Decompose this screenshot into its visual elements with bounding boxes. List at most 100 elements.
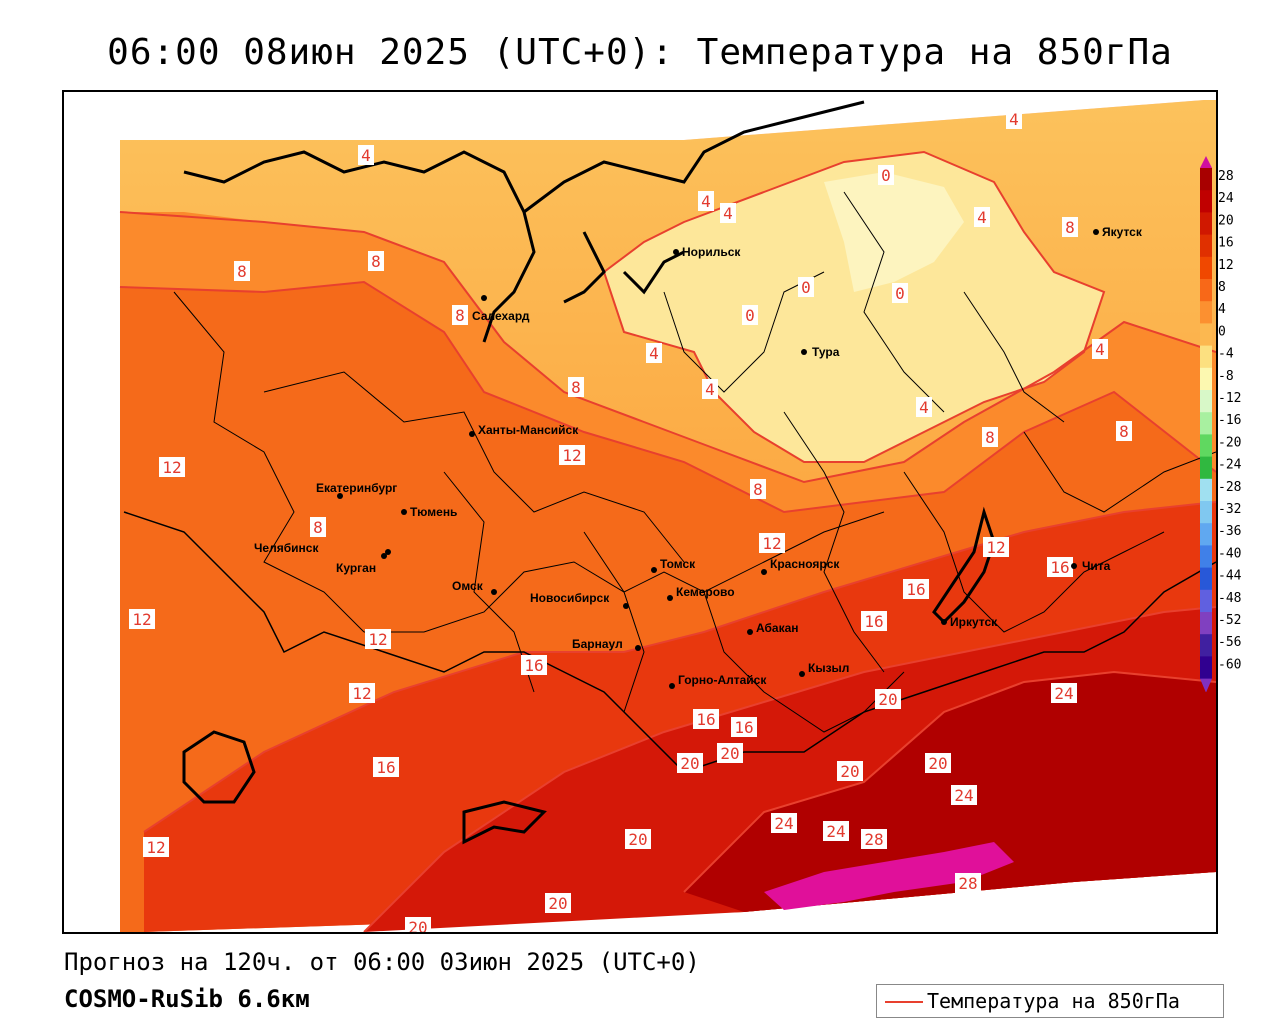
isotherm-label-bg bbox=[878, 165, 894, 185]
colorbar-cell bbox=[1200, 234, 1212, 258]
colorbar-tick-label: -60 bbox=[1218, 657, 1241, 672]
colorbar-tick-label: 0 bbox=[1218, 324, 1226, 339]
city-label: Омск bbox=[452, 579, 484, 593]
colorbar-tick-label: -28 bbox=[1218, 480, 1241, 495]
isotherm-label-bg bbox=[731, 717, 757, 737]
city-marker bbox=[801, 349, 807, 355]
colorbar-tick-label: -20 bbox=[1218, 435, 1241, 450]
colorbar: 28 24 20 16 12 8 4 0 -4 -8 -12 -16 -20 -24 -28 -32 -36 -4… bbox=[1200, 156, 1242, 692]
isotherm-label-bg bbox=[925, 753, 951, 773]
city-marker bbox=[623, 603, 629, 609]
city-marker bbox=[491, 589, 497, 595]
colorbar-tick-label: 16 bbox=[1218, 236, 1234, 251]
city-label: Горно-Алтайск bbox=[678, 673, 767, 687]
isotherm-label-bg bbox=[1051, 683, 1077, 703]
city-label: Кемерово bbox=[676, 585, 735, 599]
city-label: Норильск bbox=[682, 245, 741, 259]
city-marker bbox=[401, 509, 407, 515]
isotherm-label: 12 bbox=[368, 630, 387, 649]
colorbar-cell bbox=[1200, 434, 1212, 458]
colorbar-cell bbox=[1200, 345, 1212, 369]
isotherm-label: 16 bbox=[696, 710, 715, 729]
isotherm-label: 8 bbox=[985, 428, 995, 447]
city-label: Барнаул bbox=[572, 637, 623, 651]
isotherm-label-bg bbox=[1047, 557, 1073, 577]
isotherm-label: 0 bbox=[881, 166, 891, 185]
city-marker bbox=[799, 671, 805, 677]
city-label: Абакан bbox=[756, 621, 799, 635]
isotherm-label-bg bbox=[982, 427, 998, 447]
isotherm-label-bg bbox=[693, 709, 719, 729]
colorbar-tick-label: -24 bbox=[1218, 458, 1242, 473]
legend-label: Температура на 850гПа bbox=[927, 989, 1180, 1013]
forecast-info: Прогноз на 120ч. от 06:00 03июн 2025 (UT… bbox=[64, 948, 700, 976]
isotherm-label-bg bbox=[720, 203, 736, 223]
city-label: Ханты-Мансийск bbox=[478, 423, 579, 437]
isotherm-label-bg bbox=[983, 537, 1009, 557]
isotherm-label: 16 bbox=[376, 758, 395, 777]
colorbar-tick-label: 24 bbox=[1218, 191, 1234, 206]
isotherm-label: 4 bbox=[705, 380, 715, 399]
isotherm-label: 8 bbox=[571, 378, 581, 397]
city-marker bbox=[385, 549, 391, 555]
colorbar-tick-label: -8 bbox=[1218, 369, 1234, 384]
isotherm-label-bg bbox=[625, 829, 651, 849]
colorbar-tick-label: -56 bbox=[1218, 635, 1241, 650]
isotherm-label: 8 bbox=[237, 262, 247, 281]
band-24 bbox=[684, 672, 1216, 912]
isotherm-label-bg bbox=[1006, 109, 1022, 129]
isotherm-label: 12 bbox=[562, 446, 581, 465]
temperature-map: 4 4 4 4 0 0 0 0 8 8 8 8 8 4 4 4 4 4 8 8 8 12 12 8 12 12 16 12 12 16 16… bbox=[62, 90, 1218, 934]
city-label: Якутск bbox=[1102, 225, 1143, 239]
colorbar-cell bbox=[1200, 412, 1212, 435]
isotherm-label-bg bbox=[365, 629, 391, 649]
isotherm-label-bg bbox=[861, 829, 887, 849]
isotherm-label: 16 bbox=[734, 718, 753, 737]
isotherm-label: 24 bbox=[774, 814, 793, 833]
isotherm-label: 12 bbox=[146, 838, 165, 857]
isotherm-label: 4 bbox=[1095, 340, 1105, 359]
isotherm-label-bg bbox=[951, 785, 977, 805]
isotherm-label: 20 bbox=[878, 690, 897, 709]
isotherm-label: 0 bbox=[801, 278, 811, 297]
isotherm-label-bg bbox=[903, 579, 929, 599]
isotherm-label-bg bbox=[702, 379, 718, 399]
city-label: Новосибирск bbox=[530, 591, 610, 605]
colorbar-tick-label: -32 bbox=[1218, 502, 1241, 517]
isotherm-label: 20 bbox=[720, 744, 739, 763]
isotherm-label: 8 bbox=[455, 306, 465, 325]
isotherm-label: 12 bbox=[352, 684, 371, 703]
colorbar-cell bbox=[1200, 634, 1212, 657]
colorbar-tick-label: -44 bbox=[1218, 569, 1242, 584]
map-title: 06:00 08июн 2025 (UTC+0): Температура на… bbox=[107, 32, 1173, 73]
isotherm-label-bg bbox=[875, 689, 901, 709]
city-marker bbox=[469, 431, 475, 437]
isotherm-label: 12 bbox=[762, 534, 781, 553]
city-marker bbox=[941, 619, 947, 625]
isotherm-label: 20 bbox=[928, 754, 947, 773]
city-marker bbox=[635, 645, 641, 651]
isotherm-label: 8 bbox=[1119, 422, 1129, 441]
isotherm-label: 16 bbox=[1050, 558, 1069, 577]
colorbar-cells bbox=[1200, 156, 1212, 692]
isotherm-label: 12 bbox=[162, 458, 181, 477]
isotherm-label-bg bbox=[759, 533, 785, 553]
colorbar-tick-label: 12 bbox=[1218, 258, 1234, 273]
isotherm-label: 16 bbox=[906, 580, 925, 599]
isotherm-label-bg bbox=[771, 813, 797, 833]
colorbar-cell bbox=[1200, 656, 1212, 680]
isotherm-label: 4 bbox=[723, 204, 733, 223]
isotherm-label: 20 bbox=[408, 918, 427, 932]
colorbar-cell bbox=[1200, 478, 1212, 502]
isotherm-label: 24 bbox=[954, 786, 973, 805]
city-marker bbox=[337, 493, 343, 499]
colorbar-cell bbox=[1200, 256, 1212, 280]
city-label: Екатеринбург bbox=[316, 481, 397, 495]
isotherm-label: 24 bbox=[826, 822, 845, 841]
city-label: Томск bbox=[660, 557, 696, 571]
colorbar-cell bbox=[1200, 301, 1212, 324]
isotherm-label: 12 bbox=[986, 538, 1005, 557]
isotherm-label-bg bbox=[1116, 421, 1132, 441]
city-marker bbox=[481, 295, 487, 301]
